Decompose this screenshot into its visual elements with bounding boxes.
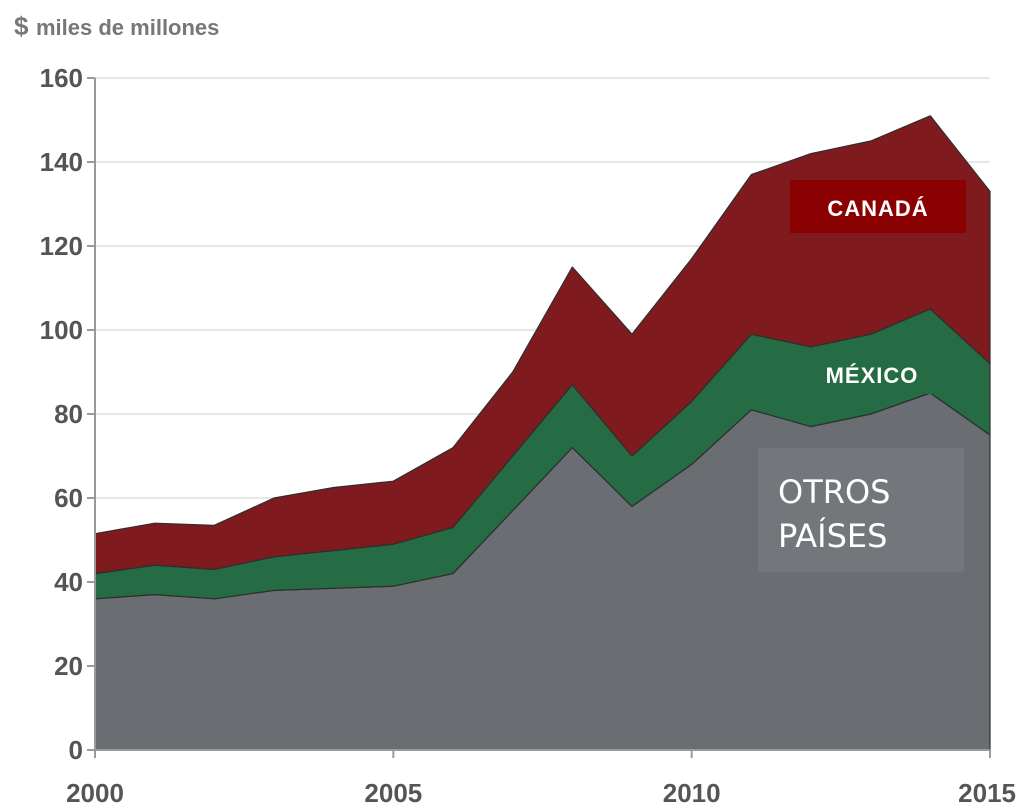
series-label-mexico: MÉXICO bbox=[826, 363, 919, 388]
y-tick-label: 100 bbox=[40, 315, 83, 345]
x-tick-label: 2005 bbox=[364, 778, 422, 808]
y-tick-label: 120 bbox=[40, 231, 83, 261]
y-tick-label: 0 bbox=[69, 735, 83, 765]
series-label-canada: CANADÁ bbox=[827, 196, 928, 221]
y-tick-label: 160 bbox=[40, 63, 83, 93]
unit-prefix: $ bbox=[14, 11, 29, 41]
unit-label: miles de millones bbox=[36, 15, 219, 40]
y-tick-label: 140 bbox=[40, 147, 83, 177]
x-tick-label: 2010 bbox=[663, 778, 721, 808]
x-tick-label: 2000 bbox=[66, 778, 124, 808]
series-label-line: OTROS bbox=[778, 473, 890, 511]
y-tick-label: 20 bbox=[54, 651, 83, 681]
y-tick-label: 40 bbox=[54, 567, 83, 597]
y-tick-label: 60 bbox=[54, 483, 83, 513]
y-tick-label: 80 bbox=[54, 399, 83, 429]
series-label-line: PAÍSES bbox=[778, 517, 887, 555]
x-tick-label: 2015 bbox=[958, 778, 1016, 808]
